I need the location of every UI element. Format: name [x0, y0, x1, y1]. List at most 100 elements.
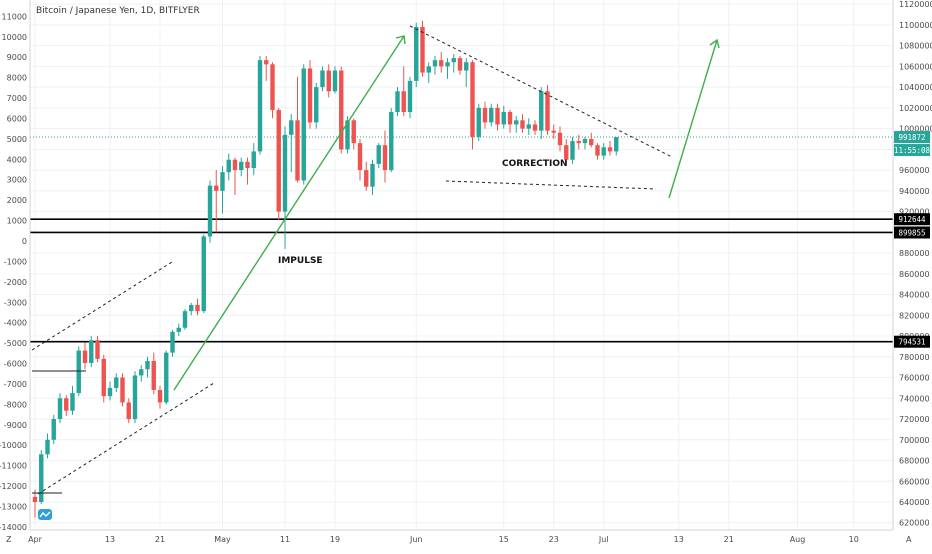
right-axis-tick-label: 720000 — [899, 415, 930, 424]
candle-body — [32, 496, 38, 502]
candle-body — [201, 236, 206, 312]
time-axis[interactable]: Apr 13 21 May 11 19 Jun 15 23 Jul 13 21 Aug 10 — [28, 535, 859, 544]
bottom-left-corner-label[interactable]: Z — [6, 535, 12, 544]
left-axis[interactable]: -14000-13000-12000-11000-10000-9000-8000… — [0, 12, 27, 532]
right-axis-tick-label: 620000 — [899, 519, 930, 528]
right-axis-tick-label: 1060000 — [899, 62, 932, 71]
left-axis-tick-label: -1000 — [4, 257, 27, 266]
candle-down — [307, 60, 313, 129]
left-axis-tick-label: 10000 — [2, 33, 27, 42]
candle-down — [295, 76, 300, 183]
candle-body — [289, 120, 294, 135]
candle-body — [314, 87, 319, 123]
price-tags: 991872 11:55:08 912644 899855 794531 — [894, 131, 931, 348]
candle-up — [226, 153, 231, 181]
candle-body — [376, 145, 381, 164]
candle-up — [251, 143, 256, 176]
candle-body — [520, 120, 525, 129]
time-axis-tick-label: 21 — [724, 535, 734, 544]
candle-body — [407, 80, 413, 113]
candle-body — [395, 91, 400, 113]
right-axis-tick-label: 680000 — [899, 457, 930, 466]
price-tag: 11:55:08 — [894, 144, 931, 157]
candle-body — [220, 172, 225, 191]
time-axis-tick-label: May — [214, 535, 231, 544]
candle-down — [32, 489, 38, 518]
right-axis-tick-label: 920000 — [899, 208, 930, 217]
candle-body — [432, 60, 438, 67]
impulse-label: IMPULSE — [278, 256, 323, 266]
candle-down — [507, 109, 513, 133]
right-axis-tick-label: 760000 — [899, 374, 930, 383]
candle-body — [232, 159, 238, 171]
candle-down — [339, 66, 344, 154]
candle-down — [270, 62, 275, 119]
candle-body — [64, 398, 69, 411]
price-tag-label: 991872 — [898, 133, 925, 142]
left-axis-tick-label: -4000 — [4, 319, 27, 328]
left-axis-tick-label: -10000 — [0, 441, 27, 450]
candle-body — [489, 107, 494, 123]
candle-body — [126, 402, 131, 420]
candle-down — [576, 134, 581, 150]
candle-up — [476, 103, 481, 142]
left-axis-tick-label: -2000 — [4, 278, 27, 287]
candle-up — [414, 22, 419, 88]
candle-down — [557, 126, 563, 152]
left-axis-tick-label: -9000 — [4, 421, 27, 430]
right-axis-tick-label: 700000 — [899, 436, 930, 445]
candle-down — [195, 298, 200, 316]
candle-body — [589, 138, 594, 146]
candle-down — [95, 336, 100, 362]
candle-body — [476, 107, 481, 137]
time-axis-tick-label: 13 — [105, 535, 115, 544]
candle-body — [570, 141, 575, 160]
candle-body — [551, 130, 556, 133]
candle-up — [426, 62, 431, 83]
candle-body — [364, 170, 369, 187]
candle-body — [301, 68, 306, 181]
candle-up — [114, 373, 119, 393]
candle-body — [39, 454, 44, 502]
time-axis-tick-label: Jul — [598, 535, 609, 544]
candle-up — [139, 365, 144, 382]
right-axis-tick-label: 1000000 — [899, 125, 932, 134]
candle-body — [89, 340, 94, 364]
right-axis-tick-label: 1040000 — [899, 83, 932, 92]
bottom-right-corner-label[interactable]: A — [906, 535, 912, 544]
left-axis-tick-label: 11000 — [2, 12, 27, 21]
candle-up — [526, 118, 531, 135]
price-tag: 991872 — [894, 131, 930, 144]
left-axis-tick-label: 2000 — [7, 196, 27, 205]
correction-label: CORRECTION — [502, 159, 568, 169]
candle-body — [307, 68, 313, 123]
candle-up — [332, 66, 338, 94]
candle-up — [320, 66, 325, 92]
candle-up — [207, 180, 213, 243]
left-axis-tick-label: -7000 — [4, 380, 27, 389]
candle-body — [507, 112, 513, 125]
left-axis-tick-label: 9000 — [7, 53, 27, 62]
candle-down — [470, 60, 475, 150]
candle-down — [264, 56, 269, 81]
candle-down — [595, 143, 600, 160]
candle-down — [82, 342, 88, 370]
candle-body — [382, 145, 388, 171]
candle-body — [357, 143, 363, 171]
time-axis-tick-label: 10 — [849, 535, 859, 544]
candle-body — [245, 161, 250, 169]
candle-body — [101, 358, 106, 397]
left-axis-tick-label: 3000 — [7, 176, 27, 185]
candle-body — [57, 398, 63, 420]
candle-up — [601, 143, 606, 160]
candle-up — [432, 56, 438, 75]
left-axis-tick-label: 0 — [22, 237, 27, 246]
left-axis-tick-label: -6000 — [4, 360, 27, 369]
candle-body — [614, 137, 619, 152]
candle-body — [576, 141, 581, 144]
candle-up — [582, 136, 588, 150]
candle-body — [339, 70, 344, 150]
left-axis-tick-label: 1000 — [7, 217, 27, 226]
